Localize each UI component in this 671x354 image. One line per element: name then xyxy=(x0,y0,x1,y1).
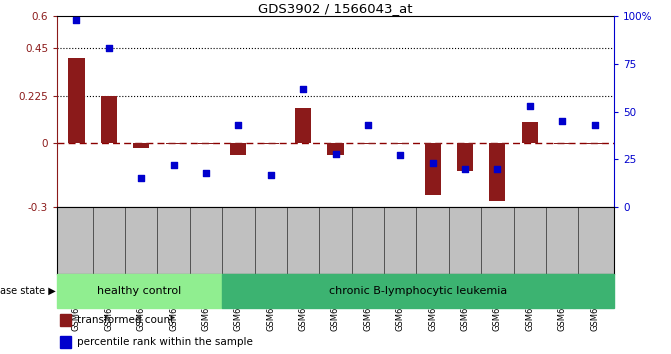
Bar xyxy=(489,143,505,201)
Point xyxy=(201,170,211,176)
Point xyxy=(233,122,244,128)
Point xyxy=(525,103,535,109)
Bar xyxy=(101,96,117,143)
Point xyxy=(395,153,406,158)
Bar xyxy=(554,143,570,144)
Bar xyxy=(166,143,182,144)
Bar xyxy=(57,274,222,308)
Point xyxy=(427,160,438,166)
Point xyxy=(330,151,341,156)
Bar xyxy=(262,143,279,144)
Bar xyxy=(521,122,538,143)
Point xyxy=(557,118,568,124)
Point xyxy=(168,162,179,168)
Bar xyxy=(60,314,71,326)
Text: disease state ▶: disease state ▶ xyxy=(0,286,56,296)
Point xyxy=(362,122,373,128)
Bar xyxy=(198,143,214,144)
Text: chronic B-lymphocytic leukemia: chronic B-lymphocytic leukemia xyxy=(329,286,507,296)
Bar xyxy=(327,143,344,155)
Point xyxy=(298,86,309,91)
Bar xyxy=(68,58,85,143)
Bar xyxy=(586,143,603,144)
Bar xyxy=(360,143,376,144)
Point xyxy=(460,166,470,172)
Bar xyxy=(133,143,150,148)
Point xyxy=(589,122,600,128)
Bar xyxy=(392,143,409,144)
Text: transformed count: transformed count xyxy=(76,315,174,325)
Point xyxy=(136,176,146,181)
Bar xyxy=(230,143,246,155)
Point xyxy=(265,172,276,177)
Point xyxy=(103,46,114,51)
Bar xyxy=(60,336,71,348)
Title: GDS3902 / 1566043_at: GDS3902 / 1566043_at xyxy=(258,2,413,15)
Bar xyxy=(425,143,441,195)
Point xyxy=(492,166,503,172)
Point xyxy=(71,17,82,23)
Bar xyxy=(222,274,614,308)
Bar xyxy=(457,143,473,171)
Text: healthy control: healthy control xyxy=(97,286,182,296)
Bar xyxy=(295,108,311,143)
Text: percentile rank within the sample: percentile rank within the sample xyxy=(76,337,252,347)
